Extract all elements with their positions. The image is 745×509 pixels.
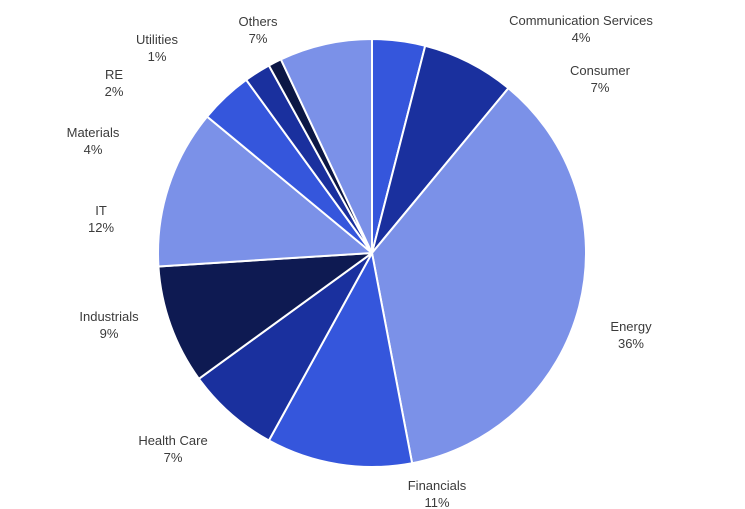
pie-slice-others[interactable]: [279, 38, 373, 254]
pie-slice-financials[interactable]: [267, 252, 414, 468]
pie-slice-it[interactable]: [157, 115, 373, 268]
pie-slice-energy[interactable]: [371, 87, 587, 465]
pie-slice-industrials[interactable]: [157, 252, 373, 380]
